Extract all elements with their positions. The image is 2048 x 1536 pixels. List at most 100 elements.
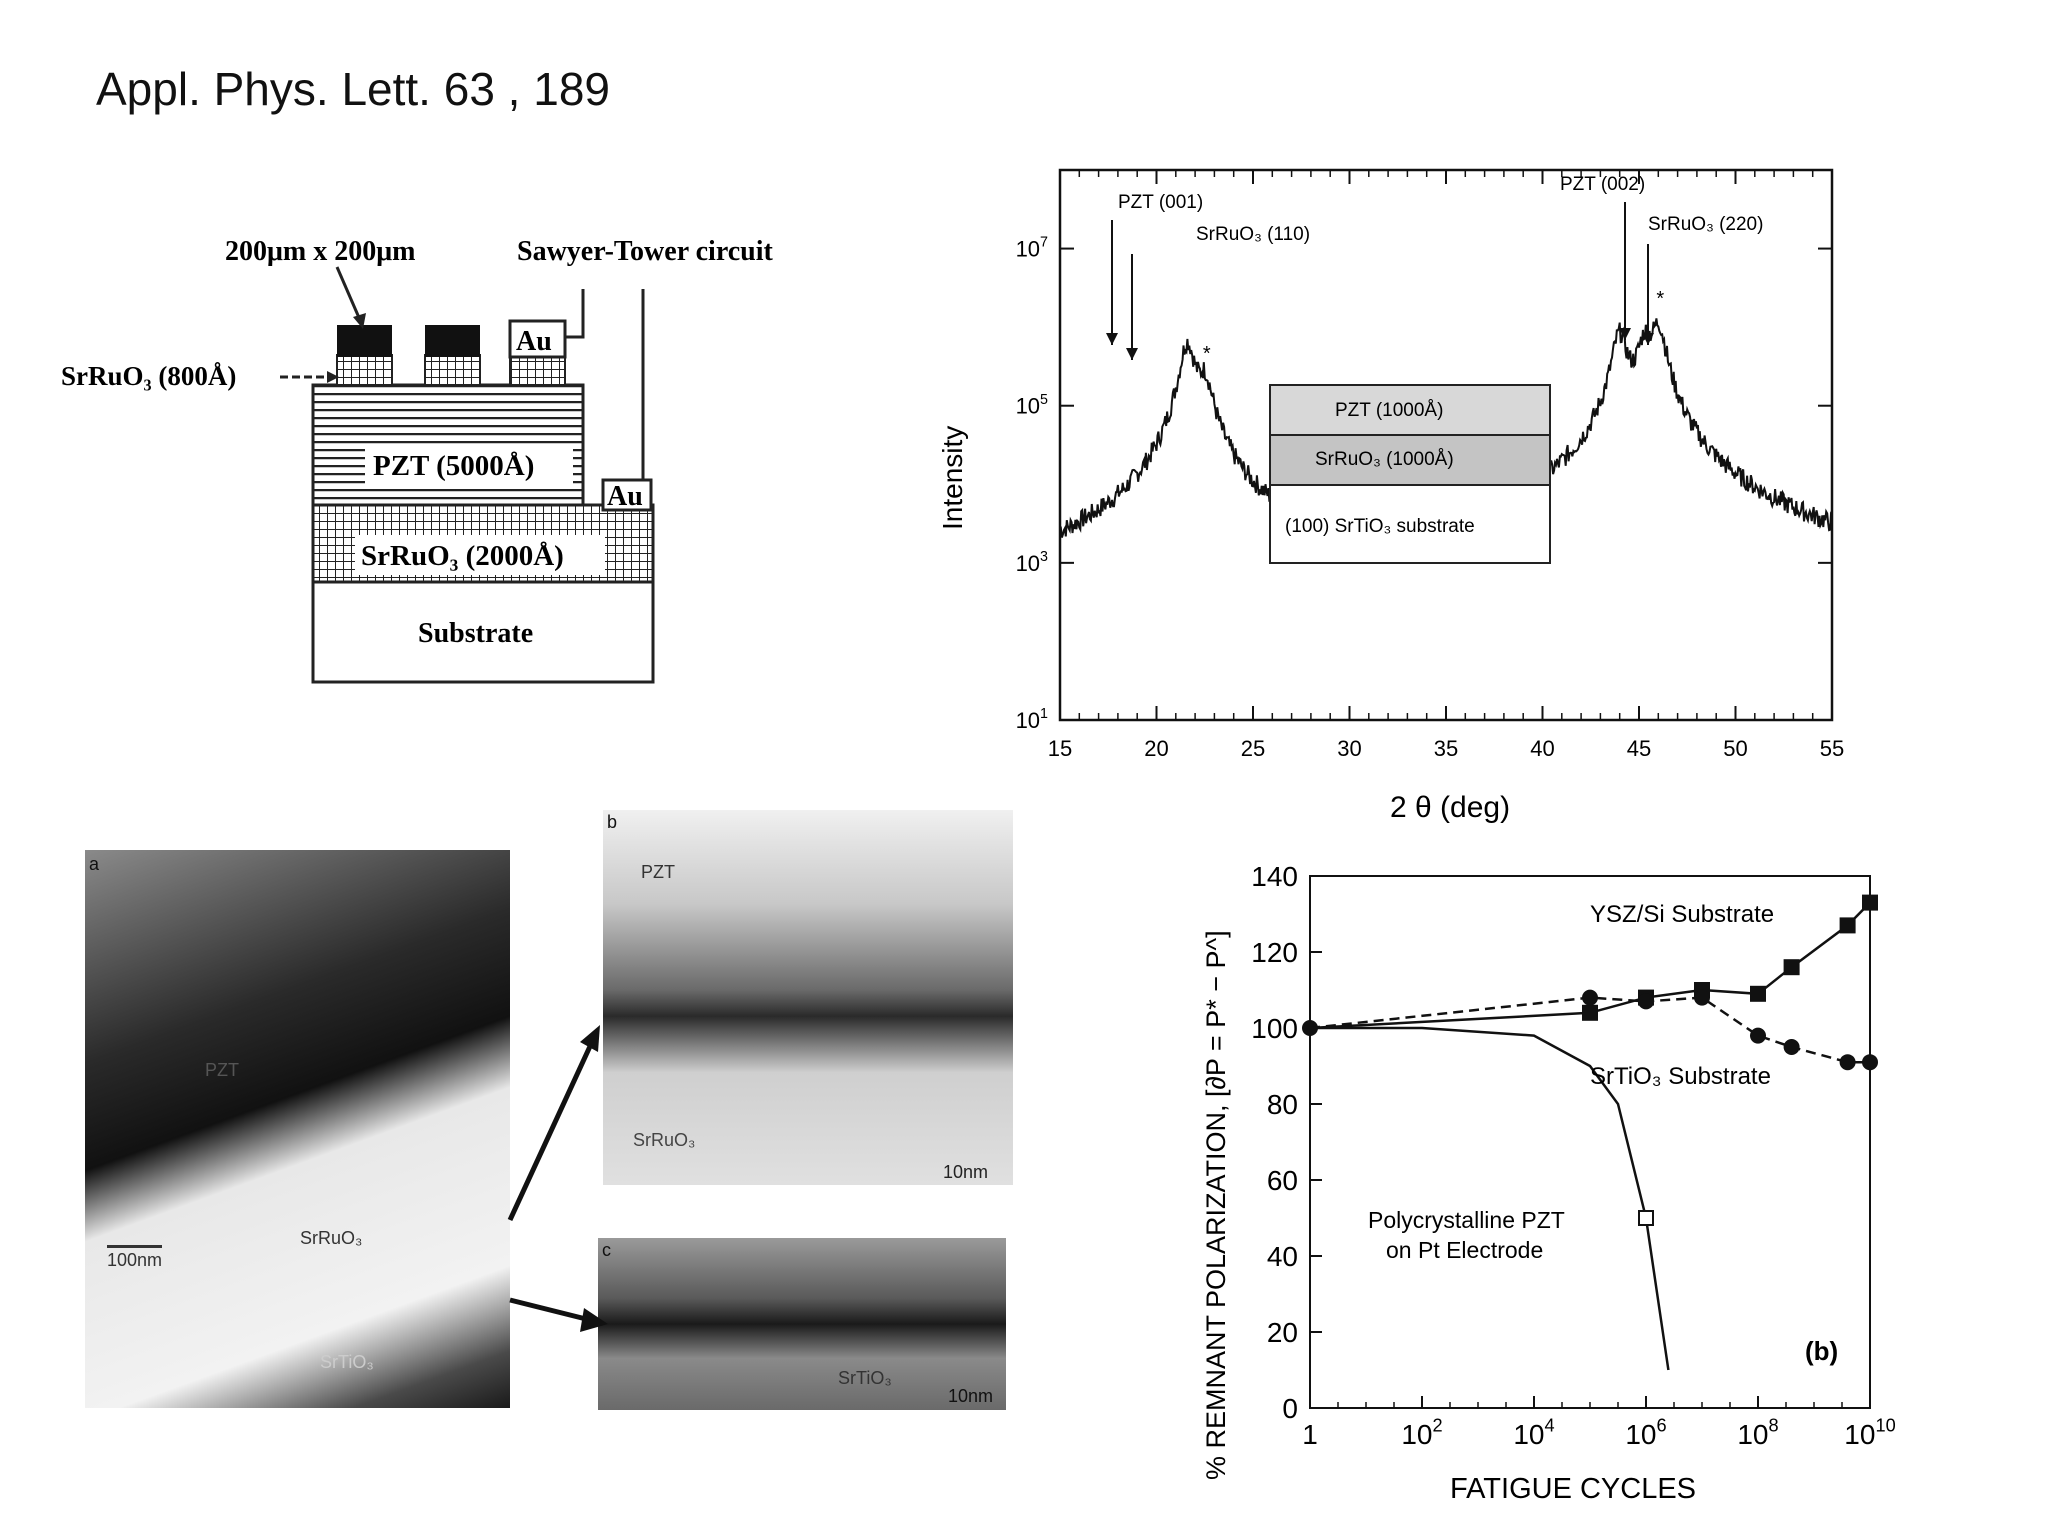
fatigue-xtick-label: 106 bbox=[1625, 1415, 1666, 1450]
device-schematic: 200μm x 200μm Sawyer-Tower circuit SrRuO… bbox=[61, 236, 774, 684]
fatigue-ytick-label: 40 bbox=[1267, 1241, 1298, 1272]
top-electrode-2 bbox=[424, 354, 481, 386]
tem-c-srtio3-label: SrTiO₃ bbox=[838, 1368, 892, 1388]
fatigue-ytick-label: 60 bbox=[1267, 1165, 1298, 1196]
electrode-size-label: 200μm x 200μm bbox=[225, 236, 415, 267]
tem-a-srruo3-label: SrRuO₃ bbox=[300, 1228, 363, 1248]
xrd-xtick-label: 50 bbox=[1723, 736, 1747, 761]
fatigue-point-circle bbox=[1582, 989, 1598, 1006]
tem-c-scale: 10nm bbox=[948, 1386, 994, 1406]
fatigue-series-line bbox=[1309, 996, 1870, 1064]
xrd-xtick-label: 30 bbox=[1337, 736, 1361, 761]
tem-a-srtio3-label: SrTiO₃ bbox=[320, 1352, 374, 1372]
top-gold-3-frame bbox=[508, 319, 567, 359]
xrd-peak-label: PZT (002) bbox=[1560, 174, 1645, 195]
xrd-xtick-label: 40 bbox=[1530, 736, 1554, 761]
tem-a-scale: 100nm bbox=[107, 1250, 163, 1270]
fatigue-ytick-label: 140 bbox=[1251, 861, 1298, 892]
xrd-xtick-label: 55 bbox=[1820, 736, 1844, 761]
fatigue-xtick-label: 1 bbox=[1302, 1419, 1318, 1450]
fatigue-ytick-label: 100 bbox=[1251, 1013, 1298, 1044]
fatigue-xlabel: FATIGUE CYCLES bbox=[1450, 1473, 1696, 1505]
legend-poly-line2: on Pt Electrode bbox=[1386, 1237, 1543, 1263]
substrate-layer bbox=[311, 580, 655, 684]
xrd-xtick-label: 45 bbox=[1627, 736, 1651, 761]
xrd-xtick-label: 20 bbox=[1144, 736, 1168, 761]
xrd-peak-arrowhead bbox=[1642, 333, 1654, 345]
circuit-label: Sawyer-Tower circuit bbox=[517, 236, 774, 267]
fatigue-point-square bbox=[1582, 1004, 1598, 1021]
inset-layer-substrate: (100) SrTiO₃ substrate bbox=[1285, 516, 1475, 537]
fatigue-ytick-label: 20 bbox=[1267, 1317, 1298, 1348]
pzt-label: PZT (5000Å) bbox=[373, 450, 534, 482]
inset-layer-srruo3: SrRuO₃ (1000Å) bbox=[1315, 449, 1454, 470]
xrd-peak-star: * bbox=[1203, 343, 1211, 365]
fatigue-point-circle bbox=[1694, 989, 1710, 1006]
xrd-peak-label: SrRuO₃ (220) bbox=[1648, 214, 1763, 235]
legend-poly-line1: Polycrystalline PZT bbox=[1368, 1207, 1565, 1233]
xrd-xtick-label: 15 bbox=[1048, 736, 1072, 761]
xrd-ytick-label: 105 bbox=[1016, 392, 1048, 419]
fatigue-point-circle bbox=[1839, 1054, 1856, 1071]
inset-layer-pzt: PZT (1000Å) bbox=[1335, 400, 1443, 421]
xrd-peak-label: SrRuO₃ (110) bbox=[1196, 224, 1310, 245]
xrd-peak-arrowhead bbox=[1106, 333, 1118, 345]
fatigue-xtick-label: 108 bbox=[1737, 1415, 1778, 1450]
tem-panel-a: a PZT SrRuO₃ SrTiO₃ 100nm bbox=[85, 850, 510, 1408]
fatigue-series-line bbox=[1310, 1026, 1670, 1371]
tem-b-srruo3-label: SrRuO₃ bbox=[633, 1130, 696, 1150]
xrd-xtick-label: 35 bbox=[1434, 736, 1458, 761]
slide-title: Appl. Phys. Lett. 63 , 189 bbox=[96, 63, 610, 115]
tem-panel-c: c SrTiO₃ 10nm bbox=[598, 1238, 1006, 1410]
xrd-peak-arrowhead bbox=[1619, 328, 1631, 340]
fatigue-point-square bbox=[1750, 985, 1766, 1002]
xrd-ytick-label: 103 bbox=[1016, 549, 1048, 576]
size-arrow bbox=[335, 266, 362, 321]
xrd-ylabel: Intensity bbox=[937, 426, 968, 530]
fatigue-point-square bbox=[1862, 894, 1878, 911]
tem-a-letter: a bbox=[89, 854, 100, 874]
fatigue-point-circle bbox=[1638, 993, 1654, 1010]
xrd-xlabel: 2 θ (deg) bbox=[1390, 791, 1510, 824]
xrd-peak-star: * bbox=[1656, 288, 1664, 310]
bottom-gold-frame bbox=[601, 478, 653, 512]
fatigue-ytick-label: 80 bbox=[1267, 1089, 1298, 1120]
fatigue-point-square bbox=[1783, 959, 1800, 976]
fatigue-point-circle bbox=[1750, 1027, 1766, 1044]
fatigue-xtick-label: 104 bbox=[1513, 1415, 1554, 1450]
circuit-wire bbox=[565, 289, 585, 339]
xrd-ytick-label: 107 bbox=[1016, 235, 1048, 262]
xrd-peak-label: PZT (001) bbox=[1118, 192, 1203, 213]
bottom-electrode-label: SrRuO₃ (2000Å) bbox=[361, 540, 564, 572]
au-bottom-label: Au bbox=[607, 481, 643, 512]
fatigue-chart: 0 20 40 60 80 100 120 140 1 102 104 106 108 1010 % RE… bbox=[1201, 861, 1896, 1505]
tem-b-scale: 10nm bbox=[943, 1162, 989, 1182]
xrd-xtick-label: 25 bbox=[1241, 736, 1265, 761]
tem-b-letter: b bbox=[607, 812, 618, 832]
fatigue-xtick-label: 1010 bbox=[1844, 1415, 1895, 1450]
tem-a-pzt-label: PZT bbox=[205, 1060, 239, 1080]
fatigue-point-open-square bbox=[1638, 1210, 1654, 1226]
top-electrode-1 bbox=[336, 354, 393, 386]
top-electrode-3 bbox=[509, 354, 566, 386]
fatigue-xtick-label: 102 bbox=[1401, 1415, 1442, 1450]
fatigue-ylabel: % REMNANT POLARIZATION, [∂P = P* − P^] bbox=[1201, 930, 1231, 1480]
fatigue-ytick-label: 120 bbox=[1251, 937, 1298, 968]
xrd-inset: PZT (1000Å) SrRuO₃ (1000Å) (100) SrTiO₃ … bbox=[1269, 384, 1551, 564]
top-gold-1 bbox=[337, 325, 392, 357]
fatigue-plot-frame bbox=[1309, 875, 1871, 1409]
fatigue-series-line bbox=[1309, 901, 1871, 1030]
top-gold-2 bbox=[425, 325, 480, 357]
tem-panel-b: b PZT SrRuO₃ 10nm bbox=[603, 810, 1013, 1185]
substrate-label: Substrate bbox=[418, 618, 533, 649]
legend-srtio3: SrTiO₃ Substrate bbox=[1590, 1063, 1771, 1090]
fatigue-ytick-label: 0 bbox=[1282, 1393, 1298, 1424]
xrd-chart: 15 20 25 30 35 40 45 50 55 101 103 105 107 PZT (001)… bbox=[937, 168, 1844, 824]
fatigue-point-circle bbox=[1783, 1039, 1800, 1055]
top-electrode-label: SrRuO₃ (800Å) bbox=[61, 361, 236, 391]
fatigue-point-circle bbox=[1862, 1054, 1878, 1071]
tem-arrows bbox=[507, 1025, 608, 1332]
tem-b-pzt-label: PZT bbox=[641, 862, 675, 882]
tem-c-letter: c bbox=[602, 1240, 611, 1260]
fatigue-point-square bbox=[1839, 917, 1856, 934]
